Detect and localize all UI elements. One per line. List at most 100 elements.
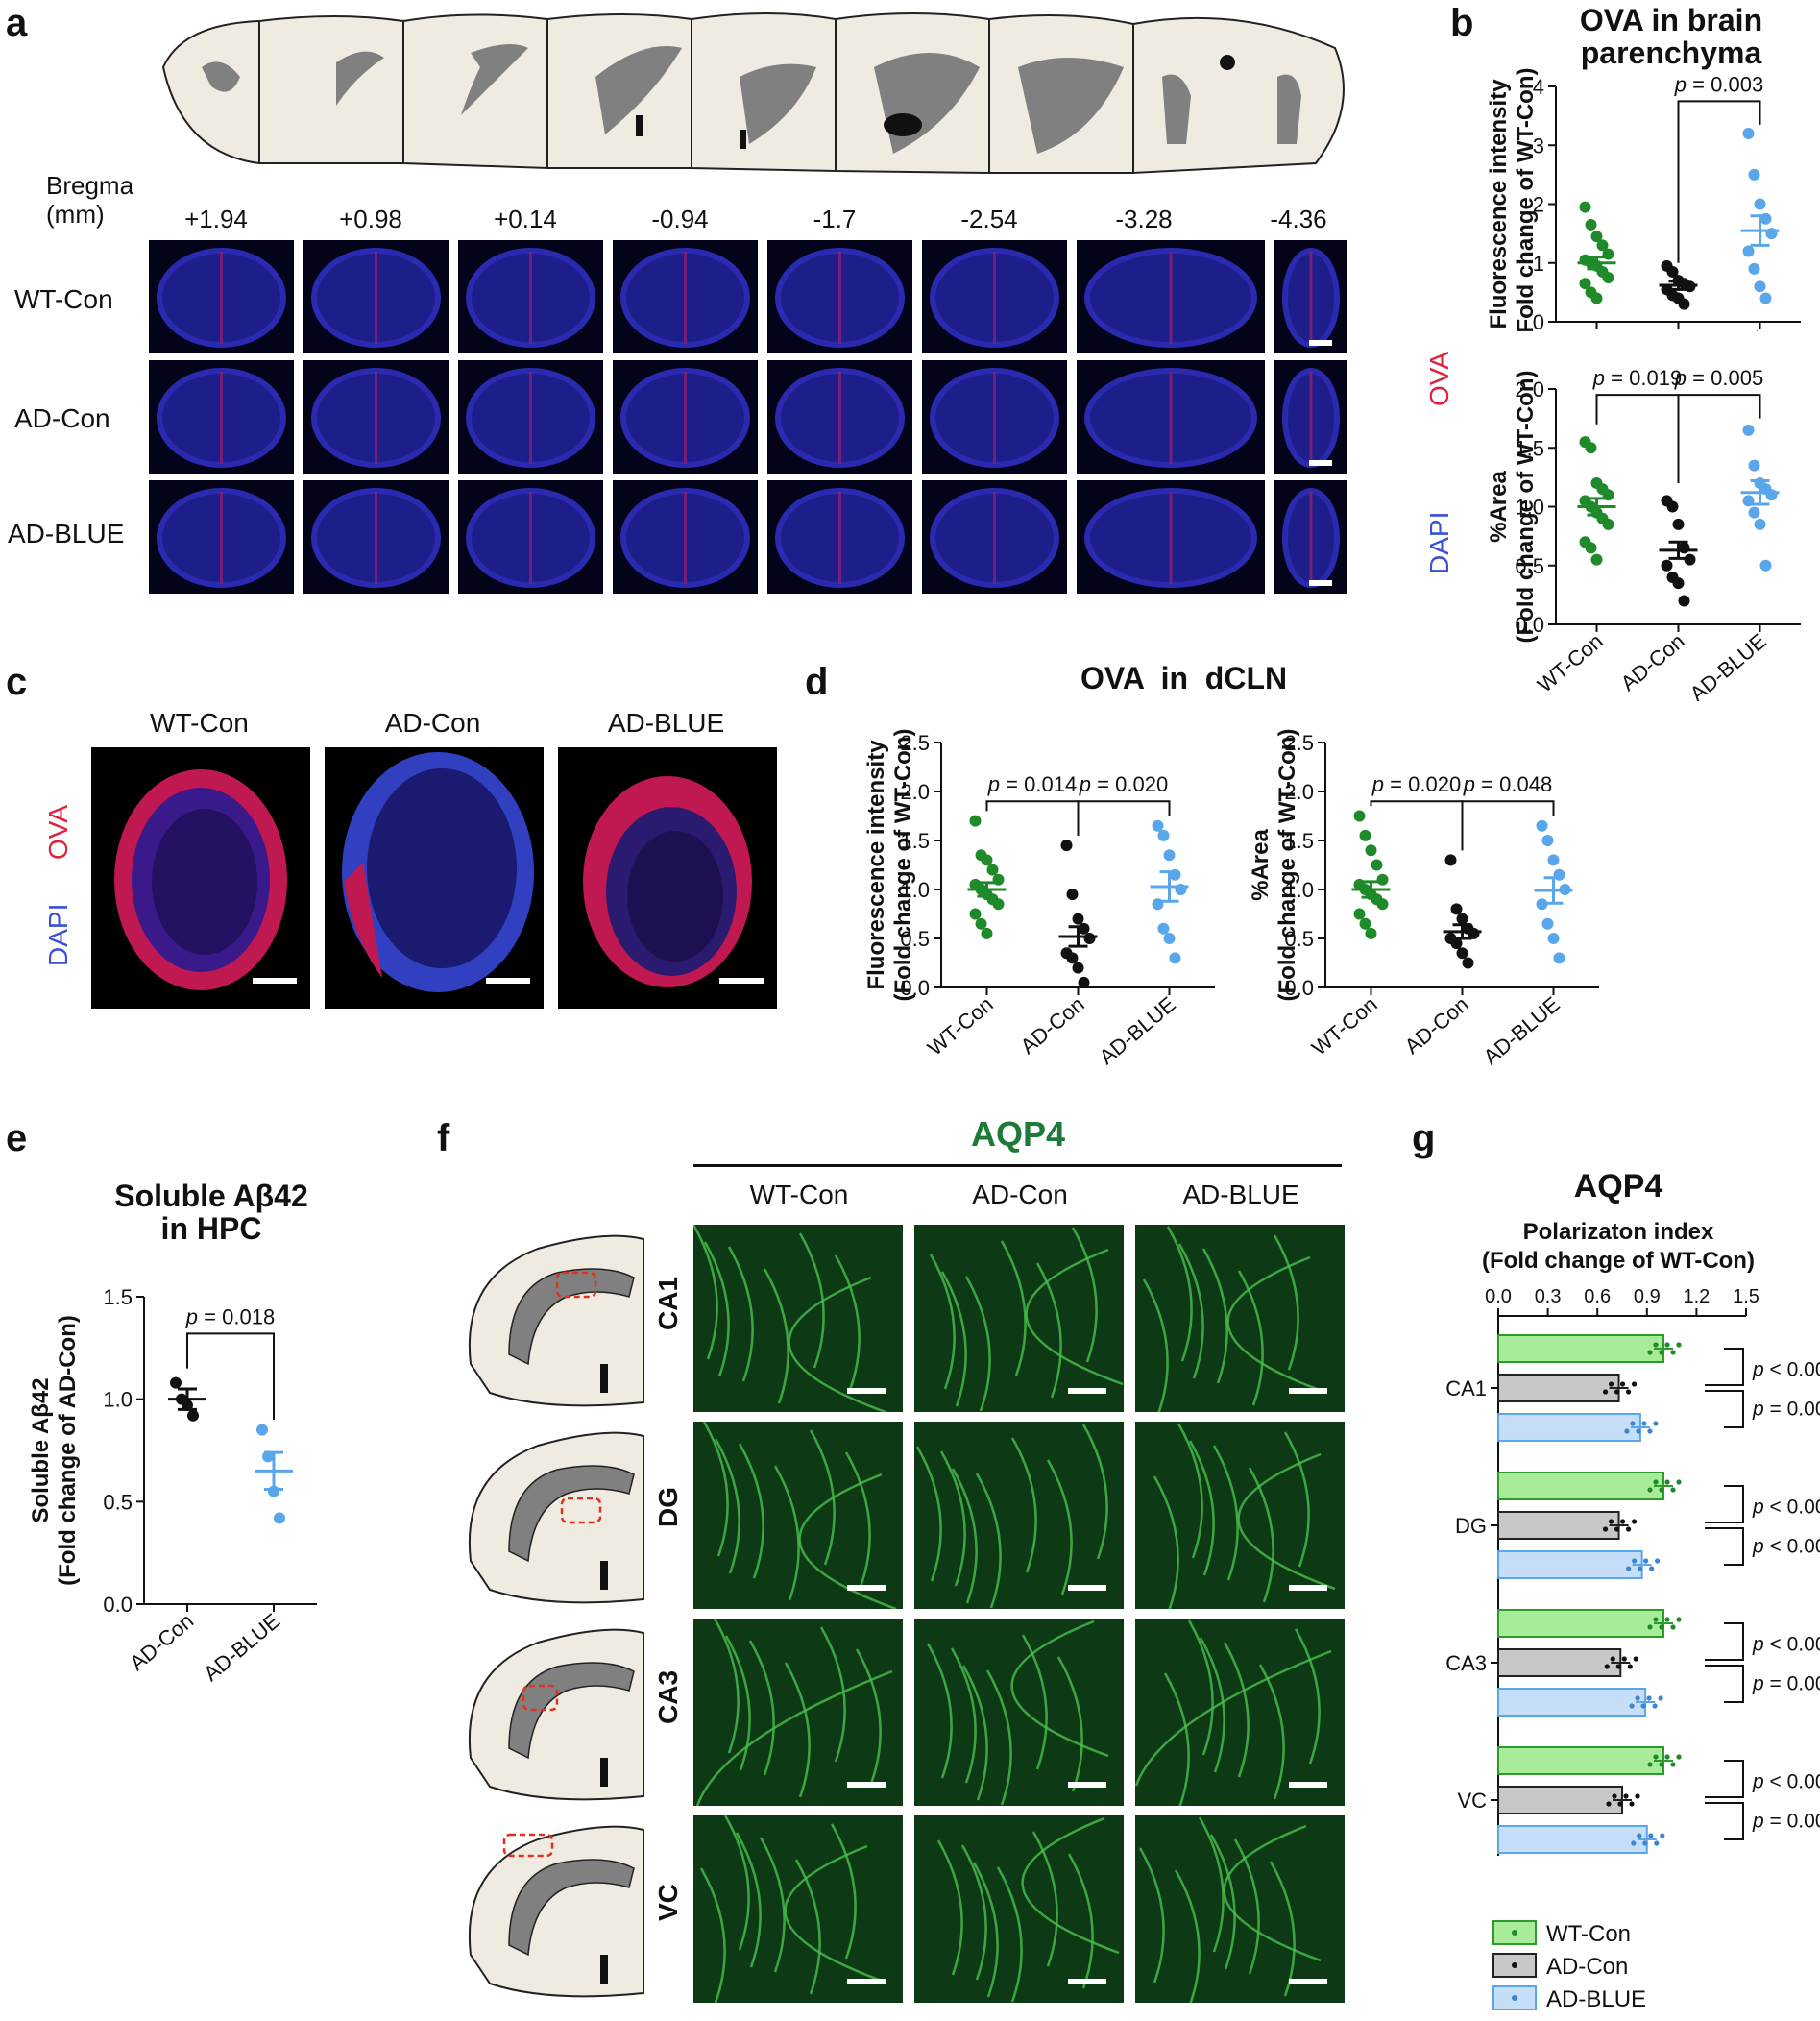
vessel-trace	[714, 1438, 740, 1574]
panel-f-title-rule	[693, 1164, 1342, 1167]
vessel-trace	[759, 1837, 786, 1973]
scale-bar	[1068, 1585, 1106, 1591]
data-point	[1376, 898, 1389, 911]
scale-bar	[847, 1585, 886, 1591]
bar	[1497, 1648, 1622, 1677]
aqp4-micrograph	[914, 1815, 1124, 2003]
vessel-trace	[951, 1468, 978, 1604]
data-point	[1759, 292, 1772, 304]
vessel-trace	[975, 1473, 1002, 1609]
vessel-trace	[1294, 1628, 1321, 1765]
data-point	[1653, 1617, 1659, 1622]
brain-section-image	[613, 480, 758, 594]
data-point	[1754, 198, 1766, 210]
y-tick-label: 4	[1533, 75, 1544, 99]
significance-bracket	[1705, 1665, 1744, 1703]
vessel-trace	[1201, 1248, 1228, 1384]
data-point	[1612, 1793, 1617, 1799]
scale-bar	[253, 978, 297, 984]
region-label: DG	[653, 1487, 683, 1527]
data-point	[1638, 1566, 1643, 1571]
y-label-line: (Fold change of WT-Con)	[1513, 371, 1539, 644]
y-tick-label: 1.0	[900, 878, 930, 902]
brain-section-image	[1274, 360, 1347, 474]
row-label-ad-blue: AD-BLUE	[8, 519, 125, 548]
brain-section-image	[1077, 360, 1265, 474]
data-point	[1676, 1754, 1682, 1760]
stain-label-dapi-c: DAPI	[43, 903, 73, 966]
vessel-trace	[794, 1859, 821, 1995]
data-point	[1629, 1703, 1635, 1709]
y-tick-label: VC	[1457, 1789, 1487, 1813]
y-tick-label: 0.0	[1515, 613, 1544, 637]
region-label: VC	[653, 1884, 683, 1921]
vessel-trace	[936, 1839, 963, 1976]
data-point	[1666, 265, 1679, 278]
data-point	[1676, 1479, 1682, 1485]
data-point	[1462, 957, 1474, 969]
chart-d-right: 0.00.51.01.52.02.5%Area (Fold change of W…	[1248, 729, 1599, 1069]
data-point	[1754, 518, 1766, 530]
vessel-trace	[727, 1246, 754, 1382]
brain-section-image	[767, 360, 912, 474]
vessel-trace	[964, 1276, 991, 1412]
x-tick-label: WT-Con	[1307, 992, 1382, 1060]
scale-bar	[719, 978, 764, 984]
y-tick-label: 1.5	[900, 829, 930, 853]
panel-label-a: a	[6, 2, 28, 44]
roi-box	[560, 1497, 602, 1524]
data-point	[1664, 1617, 1670, 1622]
vessel-trace	[1258, 1664, 1285, 1800]
p-value: p = 0.005	[1674, 366, 1763, 390]
data-point	[1590, 231, 1603, 243]
data-point	[1624, 1428, 1630, 1434]
data-point	[1631, 1519, 1638, 1524]
chart-title: parenchyma	[1581, 36, 1762, 70]
data-point	[1684, 553, 1696, 566]
data-point	[1660, 1833, 1665, 1838]
panel-d-title: OVA in dCLN	[1080, 661, 1288, 695]
panel-f-col-wt-con: WT-Con	[749, 1180, 849, 1209]
vessel-trace	[830, 1823, 857, 1960]
vessel-trace	[1233, 1838, 1260, 1975]
panel-f-title: AQP4	[970, 1114, 1066, 1154]
data-point	[1647, 1762, 1653, 1767]
vessel-trace	[939, 1450, 966, 1587]
data-point	[1553, 952, 1565, 964]
data-point	[1661, 559, 1673, 572]
data-point	[1617, 1801, 1623, 1807]
data-point	[1626, 1566, 1632, 1571]
data-point	[1066, 889, 1079, 901]
significance-bracket	[1705, 1760, 1744, 1798]
vessel-trace	[1237, 1270, 1264, 1406]
data-point	[1602, 1389, 1609, 1395]
data-point	[170, 1376, 182, 1389]
x-tick-label: AD-BLUE	[1479, 992, 1565, 1069]
data-point	[1066, 952, 1079, 964]
p-value: p = 0.006	[1752, 1399, 1820, 1421]
y-label-line: (Fold change of WT-Con)	[1274, 729, 1300, 1002]
aqp4-micrograph	[914, 1225, 1124, 1412]
vessel-trace	[1010, 1619, 1109, 1758]
data-point	[1659, 1762, 1664, 1767]
vessel-trace	[926, 1643, 953, 1779]
vessel-trace	[1273, 1234, 1299, 1371]
x-tick-label-group: AD-BLUE	[1686, 629, 1771, 701]
data-point	[1655, 1558, 1661, 1564]
data-point	[1353, 908, 1366, 920]
data-point	[1742, 128, 1755, 139]
data-point	[1627, 1664, 1633, 1669]
data-point	[1748, 459, 1760, 472]
data-point	[1596, 239, 1609, 252]
data-point	[1642, 1840, 1648, 1846]
vessel-trace	[844, 1451, 871, 1588]
data-point	[1619, 1381, 1626, 1387]
y-tick-label: 0.0	[900, 976, 930, 1000]
data-point	[1450, 937, 1463, 950]
region-label: CA3	[653, 1669, 683, 1724]
bregma-value: +0.98	[339, 205, 402, 233]
data-point	[1608, 1381, 1614, 1387]
panel-c-col-wt-con: WT-Con	[150, 708, 249, 738]
scale-bar	[1068, 1979, 1106, 1984]
y-label-line: (Fold change of AD-Con)	[55, 1315, 81, 1586]
